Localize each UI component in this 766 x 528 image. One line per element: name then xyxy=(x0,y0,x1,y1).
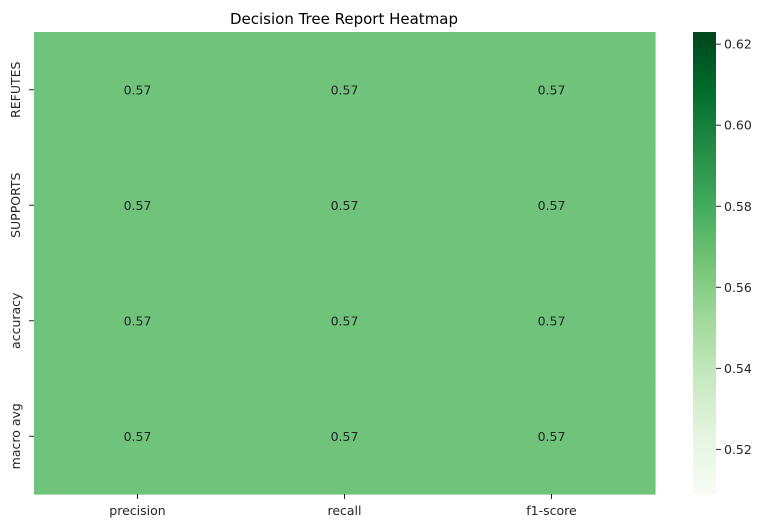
x-tick-label: precision xyxy=(109,503,165,518)
chart-title: Decision Tree Report Heatmap xyxy=(230,10,458,28)
y-tick-label: SUPPORTS xyxy=(8,173,23,238)
colorbar-tick-label: 0.62 xyxy=(724,37,752,52)
heatmap-cell xyxy=(241,147,449,264)
heatmap-cell xyxy=(241,378,449,495)
y-tick-label: accuracy xyxy=(8,292,23,349)
cell-value-label: 0.57 xyxy=(331,198,359,213)
colorbar-tick-label: 0.58 xyxy=(724,199,752,214)
y-axis: REFUTES SUPPORTS accuracy macro avg xyxy=(8,61,34,469)
heatmap-cell xyxy=(448,147,656,264)
heatmap-cell xyxy=(241,32,449,149)
cell-value-label: 0.57 xyxy=(124,198,152,213)
cell-value-label: 0.57 xyxy=(124,82,152,97)
heatmap-cell xyxy=(34,263,242,380)
cell-value-label: 0.57 xyxy=(124,313,152,328)
heatmap-cell xyxy=(448,32,656,149)
colorbar: 0.52 0.54 0.56 0.58 0.60 0.62 xyxy=(693,32,752,494)
y-tick-label: macro avg xyxy=(8,403,23,469)
cell-value-label: 0.57 xyxy=(538,313,566,328)
cell-value-label: 0.57 xyxy=(538,429,566,444)
colorbar-tick-label: 0.56 xyxy=(724,280,752,295)
cell-value-label: 0.57 xyxy=(331,429,359,444)
cell-value-label: 0.57 xyxy=(538,82,566,97)
colorbar-tick-label: 0.54 xyxy=(724,361,752,376)
colorbar-gradient xyxy=(693,32,716,494)
colorbar-tick-label: 0.60 xyxy=(724,118,752,133)
heatmap-cell xyxy=(448,378,656,495)
cell-value-label: 0.57 xyxy=(331,82,359,97)
cell-value-label: 0.57 xyxy=(124,429,152,444)
x-axis: precision recall f1-score xyxy=(109,494,577,518)
heatmap-cells: 0.57 0.57 0.57 0.57 0.57 0.57 0.57 0.57 0.57 0.57… xyxy=(34,32,656,495)
x-tick-label: f1-score xyxy=(526,503,577,518)
heatmap-cell xyxy=(34,32,242,149)
cell-value-label: 0.57 xyxy=(538,198,566,213)
heatmap-cell xyxy=(34,147,242,264)
cell-value-label: 0.57 xyxy=(331,313,359,328)
colorbar-tick-label: 0.52 xyxy=(724,442,752,457)
heatmap-cell xyxy=(241,263,449,380)
heatmap-cell xyxy=(34,378,242,495)
heatmap-cell xyxy=(448,263,656,380)
x-tick-label: recall xyxy=(327,503,361,518)
y-tick-label: REFUTES xyxy=(8,61,23,117)
